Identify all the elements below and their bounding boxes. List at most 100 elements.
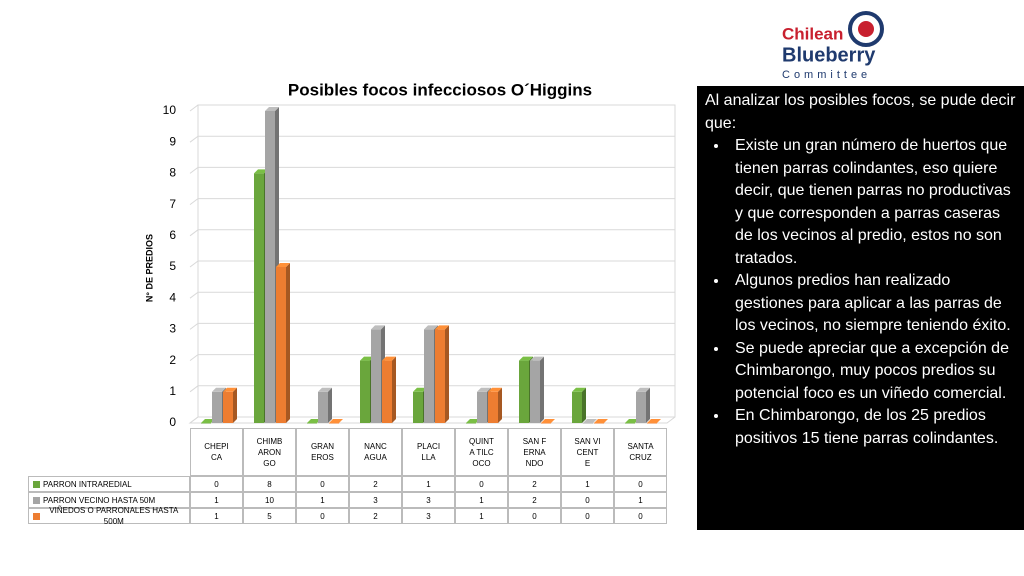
table-value: 0 [296, 508, 349, 524]
bar-top [413, 387, 427, 392]
bullet-list: Existe un gran número de huertos que tie… [705, 135, 1016, 450]
bar [223, 387, 237, 423]
bullet: Existe un gran número de huertos que tie… [729, 135, 1016, 270]
bar-top [435, 325, 449, 330]
table-value: 2 [508, 476, 561, 492]
bar [276, 263, 290, 423]
y-tick-label: 4 [169, 290, 176, 304]
bar-top [223, 387, 237, 392]
grid-line [189, 322, 675, 330]
table-value: 0 [614, 476, 667, 492]
table-value: 0 [561, 492, 614, 508]
bar-top [382, 356, 396, 361]
bar-side [498, 387, 502, 423]
logo-ring [848, 11, 884, 47]
table-value: 0 [190, 476, 243, 492]
x-tick-label: SAN VICENTE [561, 428, 614, 476]
bar-front [201, 423, 211, 424]
table-value: 0 [614, 508, 667, 524]
bar-top [318, 387, 332, 392]
bar-front [382, 360, 392, 423]
bar-front [254, 173, 264, 423]
table-value: 1 [614, 492, 667, 508]
bar-front [435, 329, 445, 423]
bar [329, 419, 343, 424]
table-value: 2 [349, 476, 402, 492]
bar [201, 419, 215, 424]
bar-top [594, 419, 608, 423]
table-value: 1 [190, 508, 243, 524]
grid-line [189, 260, 675, 268]
bar-front [541, 423, 551, 424]
bar-top [541, 419, 555, 423]
bar-front [466, 423, 476, 424]
table-value: 0 [561, 508, 614, 524]
bullet: En Chimbarongo, de los 25 predios positi… [729, 405, 1016, 450]
legend-entry: VIÑEDOS O PARRONALES HASTA 500M [28, 506, 190, 526]
grid-line [189, 229, 675, 237]
bar-front [371, 329, 381, 423]
table-value: 1 [561, 476, 614, 492]
x-tick-label: QUINTA TILCOCO [455, 428, 508, 476]
bar [541, 419, 555, 424]
bar-top [636, 387, 650, 392]
bar-top [530, 356, 544, 361]
logo-line3: Committee [782, 69, 871, 81]
bar-front [276, 267, 286, 423]
bar-side [328, 387, 332, 423]
bar-top [625, 419, 639, 423]
y-tick-label: 8 [169, 166, 176, 180]
legend-label: PARRON INTRAREDIAL [43, 479, 132, 489]
grid-line [189, 198, 675, 205]
bar [435, 325, 449, 423]
bar-front [413, 391, 423, 423]
bar-top [360, 356, 374, 361]
y-tick-label: 0 [169, 415, 176, 429]
bullet: Se puede apreciar que a excepción de Chi… [729, 338, 1016, 406]
logo: Chilean Blueberry Committee [782, 11, 884, 81]
logo-dot [858, 21, 874, 37]
x-tick-label: GRANEROS [296, 428, 349, 476]
bar-side [392, 356, 396, 423]
bar-top [329, 419, 343, 423]
table-value: 3 [349, 492, 402, 508]
grid-line [189, 166, 675, 174]
table-value: 1 [190, 492, 243, 508]
table-value: 0 [508, 508, 561, 524]
bar-front [583, 423, 593, 424]
table-value: 10 [243, 492, 296, 508]
table-value: 0 [455, 476, 508, 492]
legend-entry: PARRON INTRAREDIAL [28, 476, 190, 492]
bar-front [424, 329, 434, 423]
panel-intro: Al analizar los posibles focos, se pude … [705, 92, 1016, 132]
bar [625, 419, 639, 424]
x-tick-label: CHIMBARONGO [243, 428, 296, 476]
table-value: 1 [455, 508, 508, 524]
x-tick-label: NANCAGUA [349, 428, 402, 476]
grid-line [189, 104, 675, 112]
y-axis-label: N° DE PREDIOS [144, 234, 154, 302]
legend-swatch [33, 512, 40, 520]
bar-top [488, 387, 502, 392]
y-tick-label: 6 [169, 228, 176, 242]
x-tick-label: SANTA CRUZ [614, 428, 667, 476]
bar-front [329, 423, 339, 424]
bar-front [488, 391, 498, 423]
bar [466, 419, 480, 424]
bar [488, 387, 502, 423]
legend-swatch [33, 480, 40, 488]
bar-front [318, 391, 328, 423]
y-tick-label: 2 [169, 353, 176, 367]
bar-side [233, 387, 237, 423]
y-tick-label: 1 [169, 384, 176, 398]
text-panel: Al analizar los posibles focos, se pude … [697, 86, 1024, 530]
bar-side [445, 325, 449, 423]
bar-side [582, 387, 586, 423]
bar [530, 356, 544, 423]
grid-line [189, 385, 675, 393]
table-value: 0 [296, 476, 349, 492]
bar-top [254, 169, 268, 174]
bar-top [519, 356, 533, 361]
y-tick-label: 3 [169, 322, 176, 336]
bar [594, 419, 608, 424]
